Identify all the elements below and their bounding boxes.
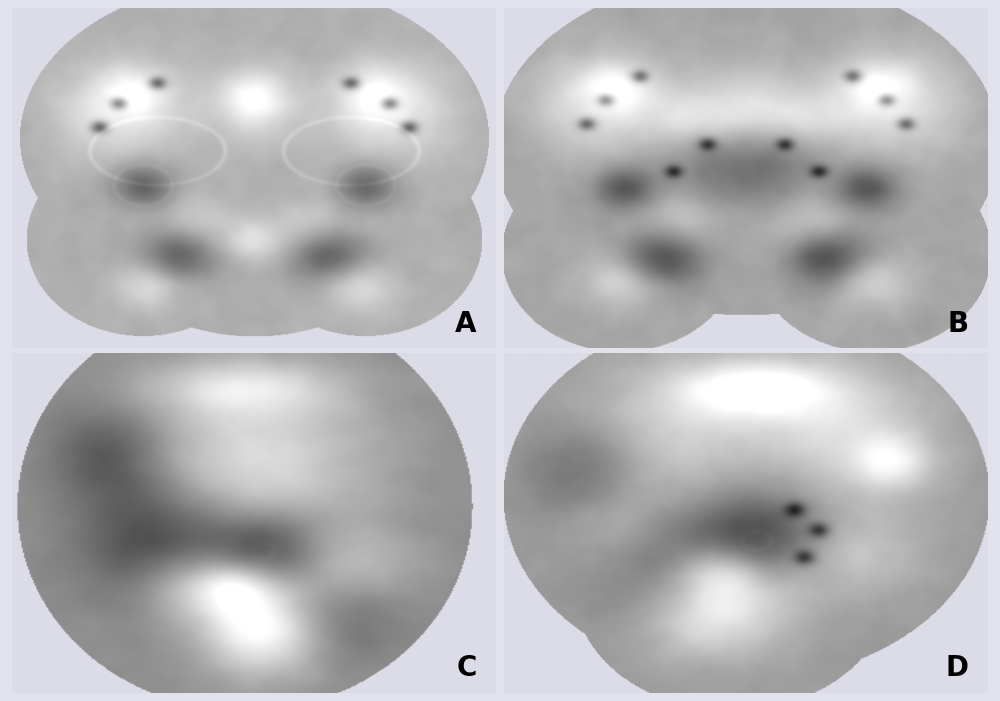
Text: C: C [456, 655, 477, 682]
Text: A: A [455, 310, 477, 337]
Text: B: B [948, 310, 969, 337]
Text: D: D [946, 655, 969, 682]
